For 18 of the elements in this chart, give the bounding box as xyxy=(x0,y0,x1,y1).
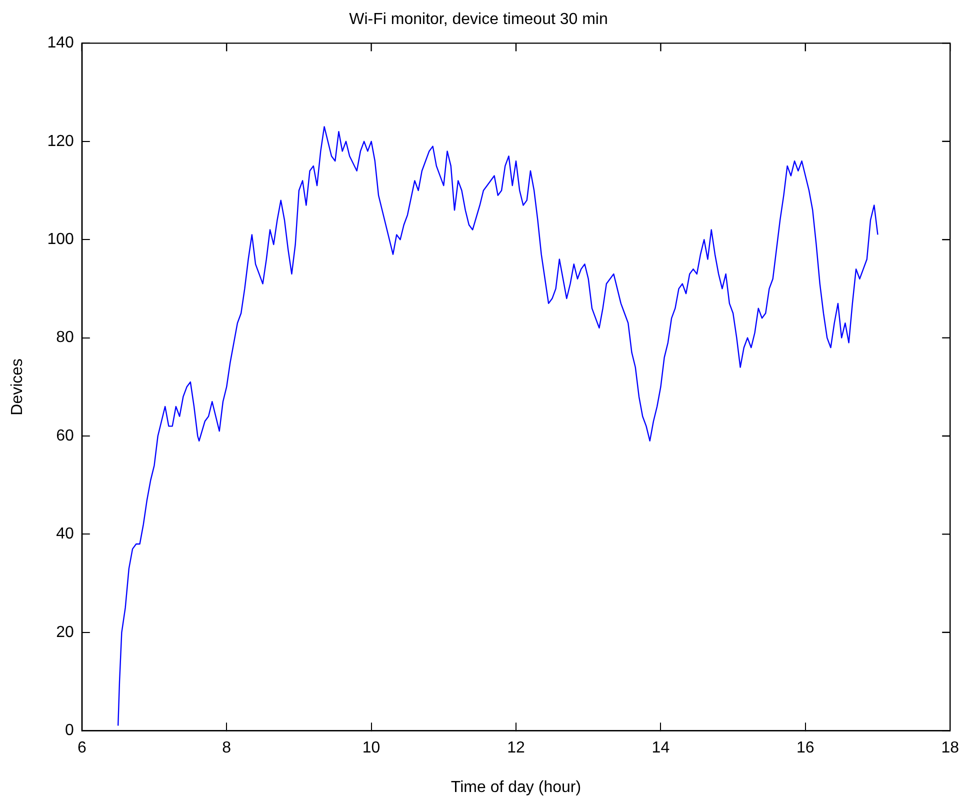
y-tick-label: 0 xyxy=(64,722,74,740)
y-tick-label: 140 xyxy=(47,34,74,52)
y-tick-label: 20 xyxy=(56,624,74,641)
chart-title: Wi-Fi monitor, device timeout 30 min xyxy=(349,11,608,28)
y-tick-label: 100 xyxy=(47,231,74,248)
x-tick-label: 12 xyxy=(507,740,525,757)
y-tick-label: 120 xyxy=(47,132,74,150)
x-tick-label: 6 xyxy=(77,740,86,757)
x-tick-label: 14 xyxy=(652,740,670,757)
x-tick-label: 10 xyxy=(362,740,380,757)
x-axis-title: Time of day (hour) xyxy=(450,778,582,796)
y-axis-title: Devices xyxy=(9,358,26,416)
y-tick-label: 80 xyxy=(56,329,74,346)
x-tick-label: 16 xyxy=(796,740,814,757)
y-tick-label: 60 xyxy=(56,427,74,444)
x-tick-label: 8 xyxy=(222,740,232,757)
x-tick-label: 18 xyxy=(941,740,960,757)
y-tick-label: 40 xyxy=(56,526,74,543)
